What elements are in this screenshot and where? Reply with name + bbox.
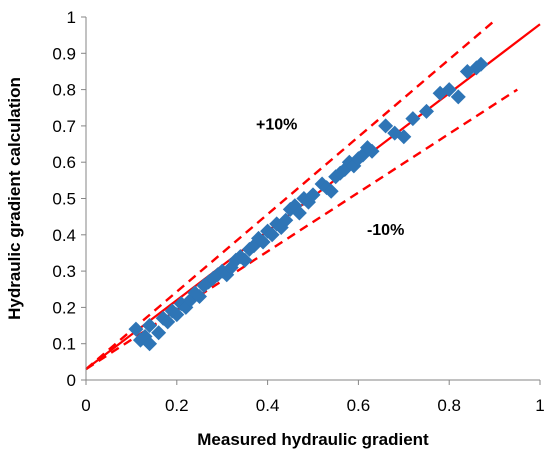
tick-layer: 0 0.2 0.4 0.6 0.8 1 0 0.1 0.2 0.3 0.4 0.5 0.6 0.7 0.8 0… [52, 8, 544, 415]
annotation-minus-10: -10% [367, 222, 404, 239]
data-point [264, 227, 280, 243]
data-point [128, 321, 144, 337]
data-point [151, 325, 167, 341]
data-point [255, 234, 271, 250]
y-tick-label: 0.2 [52, 298, 76, 317]
data-point [378, 118, 394, 134]
upper-bound-line [85, 19, 496, 371]
data-point [305, 187, 321, 203]
lower-bound-line [85, 88, 518, 371]
data-point [228, 252, 244, 268]
data-point [323, 183, 339, 199]
data-point [364, 143, 380, 159]
y-tick-label: 0.4 [52, 226, 76, 245]
data-point [419, 103, 434, 119]
y-tick-label: 0.3 [52, 262, 76, 281]
data-point [278, 212, 294, 228]
x-tick-label: 0.6 [347, 396, 371, 415]
data-point [291, 205, 307, 221]
x-tick-label: 0.8 [437, 396, 461, 415]
x-tick-label: 1 [535, 396, 544, 415]
data-point [192, 289, 207, 305]
data-point [169, 307, 185, 323]
x-axis-title: Measured hydraulic gradient [197, 430, 429, 449]
data-point [441, 82, 457, 98]
y-tick-label: 0.5 [52, 190, 76, 209]
y-tick-label: 0.6 [52, 153, 76, 172]
y-tick-label: 0.1 [52, 335, 76, 354]
data-point [450, 89, 466, 105]
x-tick-label: 0.2 [165, 396, 189, 415]
data-point [405, 111, 421, 127]
data-point [160, 314, 176, 330]
y-axis-title: Hydraulic gradient calculation [5, 77, 24, 320]
x-tick-label: 0 [81, 396, 90, 415]
data-point [473, 56, 489, 72]
y-tick-label: 0.8 [52, 81, 76, 100]
y-tick-label: 1 [67, 8, 76, 27]
y-tick-label: 0 [67, 371, 76, 390]
y-tick-label: 0.9 [52, 44, 76, 63]
data-point [396, 129, 412, 145]
data-point [142, 336, 158, 352]
annotation-plus-10: +10% [256, 117, 297, 134]
x-tick-label: 0.4 [256, 396, 280, 415]
data-point [459, 63, 475, 79]
data-point [237, 252, 253, 268]
data-point [246, 238, 262, 254]
data-point [142, 318, 158, 334]
y-tick-label: 0.7 [52, 117, 76, 136]
points-layer [128, 56, 489, 352]
